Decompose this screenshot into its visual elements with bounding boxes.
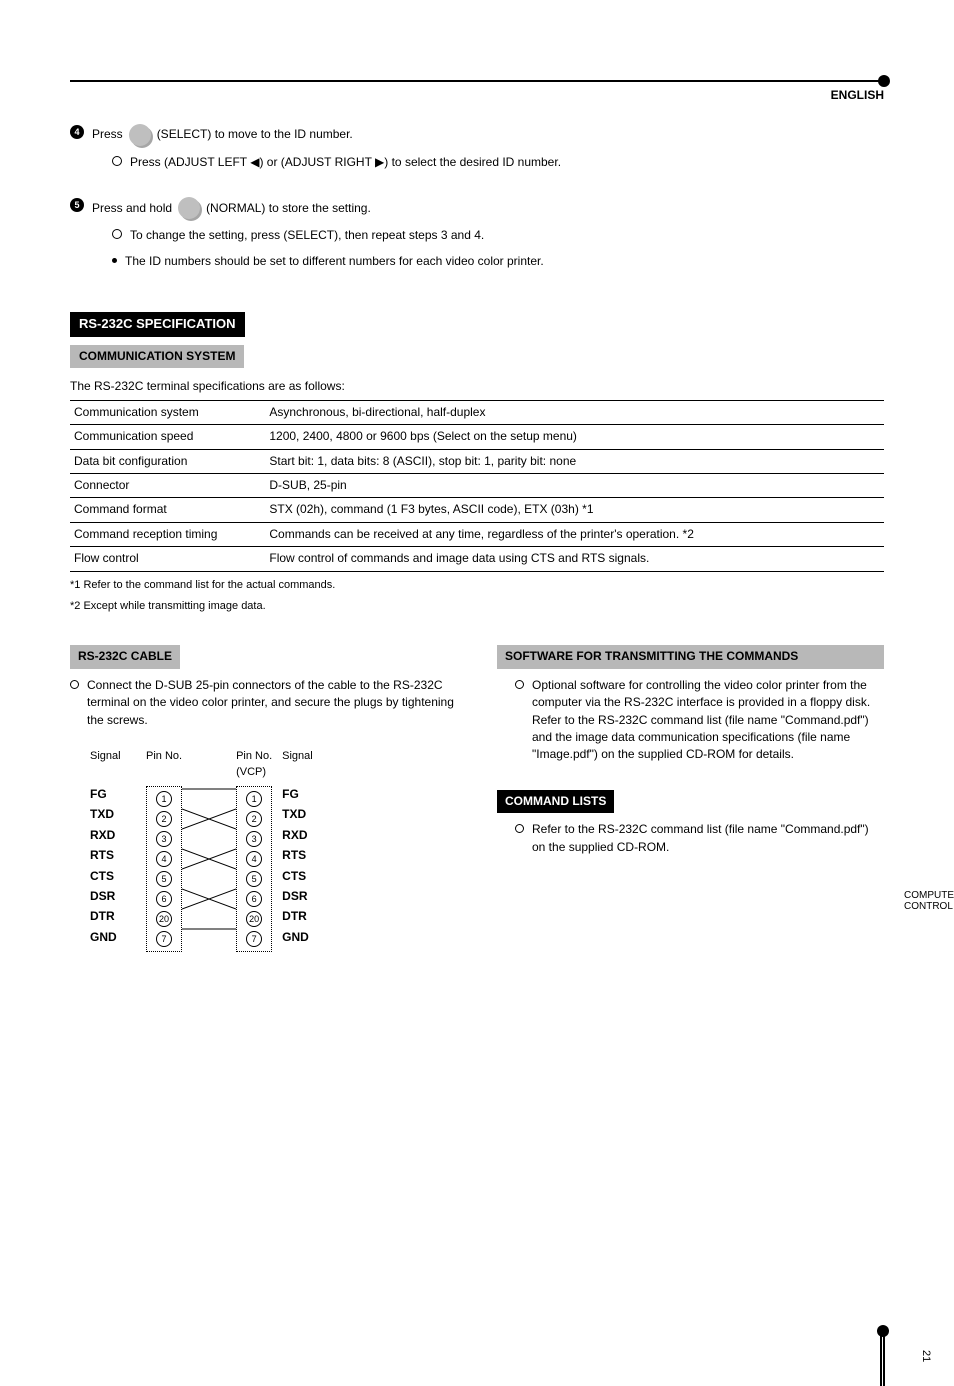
header-language: ENGLISH — [0, 88, 884, 102]
note-1: *1 Refer to the command list for the act… — [70, 578, 884, 594]
open-bullet-icon — [112, 156, 122, 166]
open-bullet-icon — [515, 824, 524, 833]
main-content: 4 Press (SELECT) to move to the ID numbe… — [0, 124, 954, 952]
left-column: RS-232C CABLE Connect the D-SUB 25-pin c… — [70, 645, 457, 952]
step-5: 5 Press and hold (NORMAL) to store the s… — [70, 197, 884, 270]
open-bullet-icon — [112, 229, 122, 239]
step-5-label: Press and hold — [92, 200, 172, 217]
step-4-after: (SELECT) to move to the ID number. — [157, 126, 353, 143]
page-tab-marker — [880, 1330, 885, 1386]
spec-table: Communication systemAsynchronous, bi-dir… — [70, 400, 884, 572]
step-5-after: (NORMAL) to store the setting. — [206, 200, 371, 217]
note-2: *2 Except while transmitting image data. — [70, 599, 884, 615]
table-row: Flow controlFlow control of commands and… — [70, 547, 884, 571]
command-lists-text: Refer to the RS-232C command list (file … — [532, 821, 884, 856]
top-rule-dot — [878, 75, 890, 87]
select-button-icon — [129, 124, 151, 146]
pin-connection-lines — [182, 781, 236, 946]
cable-text: Connect the D-SUB 25-pin connectors of t… — [87, 677, 457, 729]
step-4: 4 Press (SELECT) to move to the ID numbe… — [70, 124, 884, 171]
table-row: Communication systemAsynchronous, bi-dir… — [70, 400, 884, 424]
side-tab-label: COMPUTER CONTROL — [904, 890, 944, 912]
table-row: Command formatSTX (02h), command (1 F3 b… — [70, 498, 884, 522]
table-row: Command reception timingCommands can be … — [70, 522, 884, 546]
command-lists-heading: COMMAND LISTS — [497, 790, 614, 813]
step-5-bullet: 5 — [70, 198, 84, 212]
step-4-bullet: 4 — [70, 125, 84, 139]
comm-intro: The RS-232C terminal specifications are … — [70, 378, 884, 395]
page-number: 21 — [920, 1350, 932, 1362]
pin-header-num-left: Pin No. — [146, 749, 182, 777]
rs232c-cable-heading: RS-232C CABLE — [70, 645, 180, 668]
step-4-label: Press — [92, 126, 123, 143]
dot-bullet-icon — [112, 258, 117, 263]
pin-header-num-vcp: Pin No. (VCP) — [236, 749, 272, 777]
open-bullet-icon — [70, 680, 79, 689]
table-row: ConnectorD-SUB, 25-pin — [70, 473, 884, 497]
pin-numbers-left: 1 2 3 4 5 6 20 7 — [146, 786, 182, 952]
top-rule — [70, 80, 884, 82]
pin-diagram: Signal FG TXD RXD RTS CTS DSR DTR GND Pi… — [90, 749, 457, 952]
pin-numbers-right: 1 2 3 4 5 6 20 7 — [236, 786, 272, 952]
right-column: SOFTWARE FOR TRANSMITTING THE COMMANDS O… — [497, 645, 884, 952]
step-5-sub-dot: The ID numbers should be set to differen… — [125, 253, 544, 270]
communication-system-heading: COMMUNICATION SYSTEM — [70, 345, 244, 368]
step-5-sub-open: To change the setting, press (SELECT), t… — [130, 227, 484, 244]
table-row: Data bit configurationStart bit: 1, data… — [70, 449, 884, 473]
software-heading: SOFTWARE FOR TRANSMITTING THE COMMANDS — [497, 645, 884, 668]
pin-header-signal-left: Signal — [90, 749, 136, 777]
software-text: Optional software for controlling the vi… — [532, 677, 884, 764]
rs232c-spec-heading: RS-232C SPECIFICATION — [70, 312, 245, 337]
table-row: Communication speed1200, 2400, 4800 or 9… — [70, 425, 884, 449]
pin-header-signal-right: Signal — [282, 749, 328, 777]
step-4-sub: Press (ADJUST LEFT ◀) or (ADJUST RIGHT ▶… — [130, 154, 561, 171]
open-bullet-icon — [515, 680, 524, 689]
normal-button-icon — [178, 197, 200, 219]
